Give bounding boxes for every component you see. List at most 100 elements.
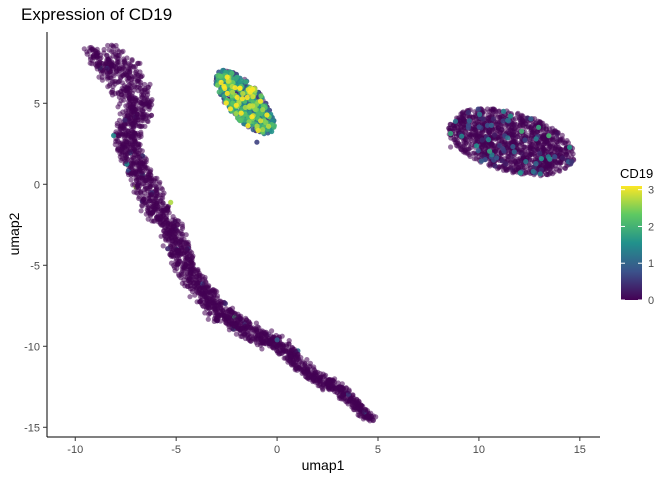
cell-point [522, 137, 528, 143]
cell-point [255, 111, 261, 117]
cell-point [554, 139, 560, 145]
cell-point [132, 139, 138, 145]
cell-point [320, 386, 326, 392]
cell-point [497, 142, 503, 149]
cell-point [537, 171, 543, 177]
cell-point [500, 114, 506, 120]
y-tick-label: -15 [24, 422, 40, 434]
cell-point [473, 127, 479, 133]
cell-point [343, 385, 349, 391]
cell-point [544, 139, 550, 145]
cell-point [461, 112, 467, 118]
cell-point [212, 288, 218, 294]
cell-point [182, 240, 188, 246]
cell-point [227, 106, 233, 112]
cell-point [348, 395, 354, 402]
cell-point [122, 117, 128, 123]
cell-point [139, 202, 145, 208]
x-axis-ticks: -10 -5 0 5 10 15 [67, 437, 586, 456]
cell-point [560, 140, 566, 146]
cell-point [129, 80, 135, 86]
cell-point [462, 139, 468, 145]
cell-point [146, 99, 152, 105]
cell-point [205, 316, 211, 322]
cell-point [144, 118, 150, 124]
cell-point [119, 66, 125, 72]
cell-point [217, 73, 223, 79]
cell-point [537, 150, 543, 156]
cell-point [541, 136, 547, 142]
cell-point [255, 127, 261, 134]
cell-point [159, 186, 165, 192]
cell-point [513, 122, 520, 128]
cell-point [106, 82, 113, 89]
cell-point [138, 133, 144, 139]
cell-point [125, 107, 131, 113]
cell-point [115, 147, 121, 153]
cell-point [533, 136, 539, 142]
cell-point [487, 126, 493, 132]
cell-point [269, 344, 275, 350]
cell-point [514, 111, 521, 117]
cell-point [136, 78, 142, 84]
cell-point [569, 159, 575, 165]
cell-point [115, 79, 121, 85]
cell-point [150, 210, 156, 216]
cell-point [202, 310, 208, 316]
cell-point [142, 155, 148, 161]
cell-point [116, 53, 122, 59]
cell-point [233, 331, 239, 337]
cell-point [247, 103, 253, 109]
cell-point [479, 137, 485, 143]
cell-point [109, 79, 116, 85]
cell-point [465, 109, 471, 116]
cell-point [459, 133, 465, 139]
cell-point [217, 298, 224, 304]
cell-point [494, 155, 500, 161]
cell-point [111, 132, 117, 139]
cell-point [530, 139, 536, 145]
cell-point [258, 118, 264, 124]
cell-point [237, 85, 243, 91]
cell-point [109, 62, 115, 69]
cell-point [462, 118, 468, 124]
cell-point [552, 154, 558, 160]
cell-point [131, 76, 137, 82]
cell-point [165, 236, 171, 242]
cell-point [138, 208, 144, 214]
cell-point [211, 305, 217, 312]
cell-point [487, 161, 493, 167]
cell-point [367, 418, 373, 424]
cell-point [267, 340, 273, 346]
cell-point [151, 218, 157, 224]
cell-point [99, 77, 105, 83]
cell-point [246, 119, 252, 125]
cell-point [504, 126, 510, 133]
cell-point [290, 346, 296, 352]
cell-point [505, 135, 511, 141]
cell-point [354, 406, 360, 412]
cell-point [162, 230, 168, 236]
cell-point [239, 326, 245, 332]
cell-point [448, 130, 454, 137]
legend-title: CD19 [620, 166, 653, 181]
cell-point [117, 124, 123, 130]
cell-point [130, 149, 136, 155]
cell-point [458, 147, 464, 153]
cell-point [155, 192, 161, 198]
cell-point [122, 138, 128, 145]
cell-point [275, 350, 281, 356]
cell-point [517, 170, 523, 176]
cell-point [281, 355, 287, 361]
cell-point [159, 201, 165, 208]
cell-point [530, 168, 536, 175]
cell-point [198, 291, 204, 297]
cell-point [196, 280, 202, 286]
cell-point [485, 137, 492, 143]
cell-point [250, 86, 256, 92]
cell-point [509, 167, 515, 173]
cell-point [448, 135, 454, 141]
cell-point [473, 139, 479, 145]
y-tick-label: 0 [34, 179, 40, 191]
cell-point [456, 121, 463, 127]
